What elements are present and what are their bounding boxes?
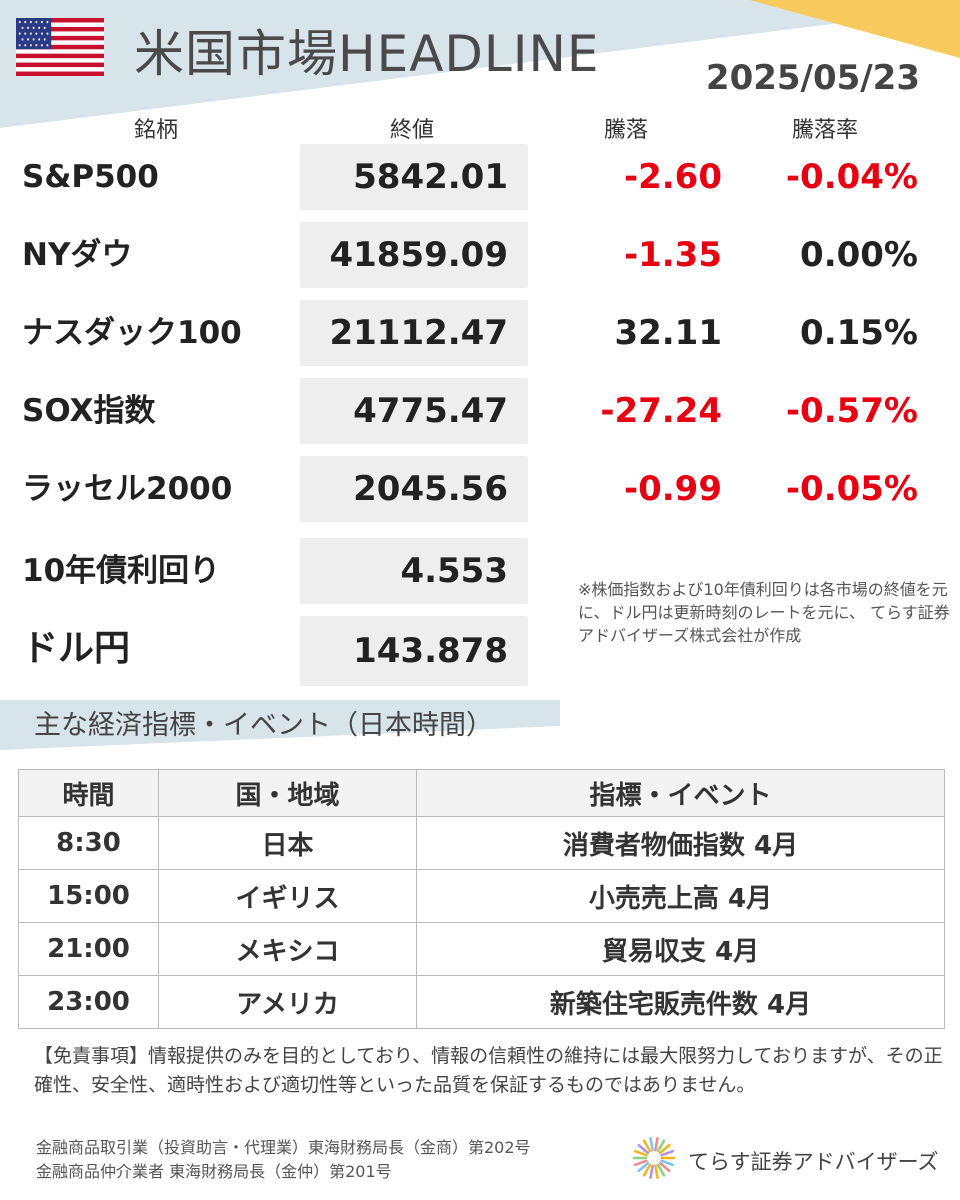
close-value-box: 41859.09 bbox=[300, 222, 528, 288]
events-section-title: 主な経済指標・イベント（日本時間） bbox=[34, 710, 493, 741]
instrument-name: NYダウ bbox=[22, 237, 133, 273]
registration-line-1: 金融商品取引業（投資助言・代理業）東海財務局長（金商）第202号 bbox=[36, 1138, 531, 1157]
event-time: 8:30 bbox=[18, 816, 159, 870]
instrument-name: SOX指数 bbox=[22, 393, 156, 429]
close-value-box: 5842.01 bbox=[300, 144, 528, 210]
events-table: 時間 国・地域 指標・イベント 8:30 日本 消費者物価指数 4月 15:00… bbox=[18, 769, 945, 1029]
column-header-name: 銘柄 bbox=[134, 118, 179, 143]
event-time: 23:00 bbox=[18, 975, 159, 1029]
event-name: 貿易収支 4月 bbox=[416, 922, 945, 976]
event-time: 21:00 bbox=[18, 922, 159, 976]
market-row-usdjpy: ドル円 143.878 bbox=[0, 616, 960, 686]
event-name: 小売売上高 4月 bbox=[416, 869, 945, 923]
table-row: 8:30 日本 消費者物価指数 4月 bbox=[18, 816, 945, 870]
registration-line-2: 金融商品仲介業者 東海財務局長（金仲）第201号 bbox=[36, 1162, 392, 1181]
change-pct-value: 0.15% bbox=[800, 313, 918, 353]
brand-name: てらす証券アドバイザーズ bbox=[688, 1150, 939, 1174]
close-value: 2045.56 bbox=[353, 469, 508, 509]
market-row-10y-yield: 10年債利回り 4.553 bbox=[0, 538, 960, 604]
change-pct-value: -0.57% bbox=[785, 391, 918, 431]
report-date: 2025/05/23 bbox=[705, 58, 920, 98]
instrument-name: 10年債利回り bbox=[22, 553, 221, 589]
close-value-box: 143.878 bbox=[300, 616, 528, 686]
events-header-event: 指標・イベント bbox=[416, 769, 945, 817]
sunburst-logo-icon bbox=[632, 1137, 676, 1179]
close-value: 4.553 bbox=[400, 551, 508, 591]
events-header-time: 時間 bbox=[18, 769, 159, 817]
disclaimer-text: 【免責事項】情報提供のみを目的としており、情報の信頼性の維持には最大限努力してお… bbox=[34, 1045, 943, 1096]
change-value: -27.24 bbox=[600, 391, 722, 431]
data-source-note: ※株価指数および10年債利回りは各市場の終値を元に、ドル円は更新時刻のレートを元… bbox=[578, 580, 950, 645]
change-value: 32.11 bbox=[614, 313, 722, 353]
event-region: メキシコ bbox=[158, 922, 417, 976]
table-row: 21:00 メキシコ 貿易収支 4月 bbox=[18, 922, 945, 976]
us-flag-icon bbox=[16, 18, 104, 76]
event-region: アメリカ bbox=[158, 975, 417, 1029]
column-header-change-pct: 騰落率 bbox=[792, 118, 859, 143]
close-value: 5842.01 bbox=[353, 157, 508, 197]
event-name: 消費者物価指数 4月 bbox=[416, 816, 945, 870]
change-pct-value: 0.00% bbox=[800, 235, 918, 275]
close-value-box: 4775.47 bbox=[300, 378, 528, 444]
event-region: 日本 bbox=[158, 816, 417, 870]
instrument-name: ナスダック100 bbox=[22, 315, 242, 351]
change-value: -1.35 bbox=[624, 235, 722, 275]
change-value: -2.60 bbox=[624, 157, 722, 197]
close-value-box: 2045.56 bbox=[300, 456, 528, 522]
column-header-close: 終値 bbox=[390, 118, 435, 143]
close-value: 41859.09 bbox=[329, 235, 508, 275]
close-value: 4775.47 bbox=[353, 391, 508, 431]
instrument-name: ラッセル2000 bbox=[22, 471, 233, 507]
table-row: 15:00 イギリス 小売売上高 4月 bbox=[18, 869, 945, 923]
change-pct-value: -0.04% bbox=[785, 157, 918, 197]
market-row-russell2000: ラッセル2000 2045.56 -0.99 -0.05% bbox=[0, 456, 960, 522]
event-name: 新築住宅販売件数 4月 bbox=[416, 975, 945, 1029]
close-value: 21112.47 bbox=[329, 313, 508, 353]
instrument-name: ドル円 bbox=[22, 628, 131, 669]
events-table-header: 時間 国・地域 指標・イベント bbox=[18, 769, 945, 817]
close-value-box: 4.553 bbox=[300, 538, 528, 604]
market-row-nasdaq100: ナスダック100 21112.47 32.11 0.15% bbox=[0, 300, 960, 366]
column-header-change: 騰落 bbox=[604, 118, 649, 143]
event-region: イギリス bbox=[158, 869, 417, 923]
market-row-sp500: S&P500 5842.01 -2.60 -0.04% bbox=[0, 144, 960, 210]
events-header-region: 国・地域 bbox=[158, 769, 417, 817]
market-row-sox: SOX指数 4775.47 -27.24 -0.57% bbox=[0, 378, 960, 444]
event-time: 15:00 bbox=[18, 869, 159, 923]
instrument-name: S&P500 bbox=[22, 159, 159, 195]
change-pct-value: -0.05% bbox=[785, 469, 918, 509]
close-value-box: 21112.47 bbox=[300, 300, 528, 366]
market-row-nydow: NYダウ 41859.09 -1.35 0.00% bbox=[0, 222, 960, 288]
page-title: 米国市場HEADLINE bbox=[134, 25, 600, 83]
change-value: -0.99 bbox=[624, 469, 722, 509]
close-value: 143.878 bbox=[353, 631, 508, 671]
table-row: 23:00 アメリカ 新築住宅販売件数 4月 bbox=[18, 975, 945, 1029]
